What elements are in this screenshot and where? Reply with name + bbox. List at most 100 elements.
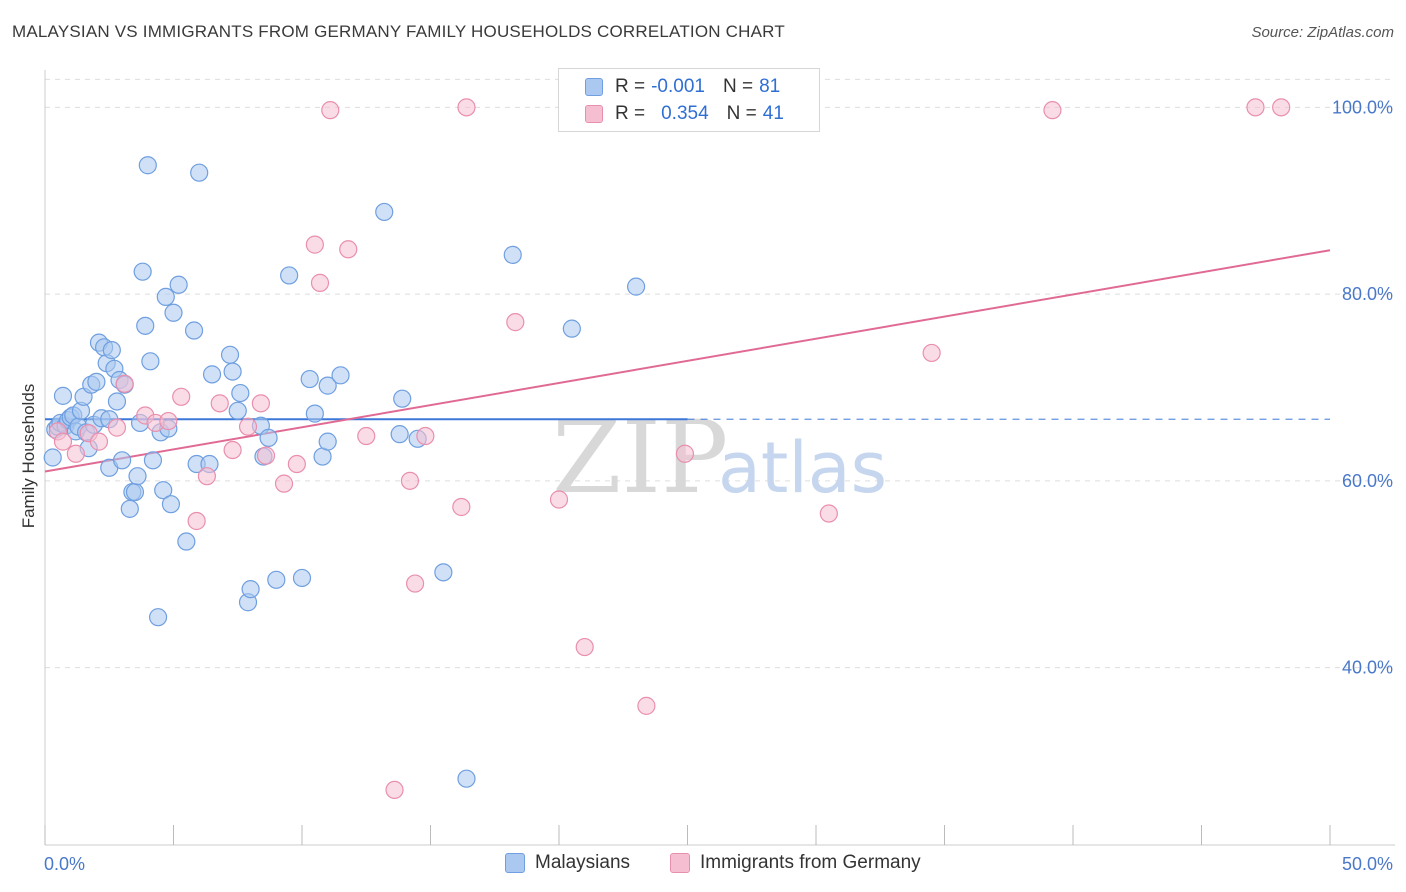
germany-point: [223, 440, 242, 460]
malaysian-point: [161, 495, 181, 514]
legend-r-label: R =: [615, 103, 646, 124]
malaysian-point: [177, 532, 196, 551]
y-axis-label: Family Households: [19, 384, 38, 529]
germany-point: [310, 273, 330, 292]
legend-label-malaysians: Malaysians: [535, 852, 631, 873]
germany-point: [159, 411, 178, 431]
germany-point: [575, 637, 594, 657]
malaysian-point: [143, 451, 163, 470]
malaysian-point: [220, 345, 240, 364]
x-tick-labels: 0.0% 50.0%: [44, 854, 1393, 874]
legend-r-label: R =: [615, 76, 646, 97]
malaysian-point: [53, 386, 73, 405]
germany-point: [339, 240, 358, 259]
malaysian-point: [87, 372, 106, 391]
malaysian-point: [102, 341, 121, 360]
chart-title: MALAYSIAN VS IMMIGRANTS FROM GERMANY FAM…: [12, 22, 785, 41]
germany-point: [287, 454, 306, 474]
malaysian-point: [136, 316, 155, 335]
watermark-zip: ZIP: [552, 399, 728, 516]
malaysian-point: [280, 266, 299, 285]
legend-item-malaysians: Malaysians: [505, 852, 630, 874]
germany-point: [274, 474, 294, 493]
malaysian-point: [300, 369, 319, 389]
y-tick-label: 60.0%: [1342, 471, 1393, 491]
malaysian-point: [231, 383, 250, 403]
malaysian-point: [241, 580, 260, 599]
germany-point: [1246, 98, 1265, 117]
legend-label-germany: Immigrants from Germany: [700, 852, 921, 873]
malaysian-point: [390, 425, 409, 444]
malaysian-point: [148, 608, 168, 627]
germany-point: [115, 374, 134, 393]
malaysian-point: [156, 287, 175, 306]
series-legend: Malaysians Immigrants from Germany: [0, 852, 1406, 878]
stats-legend: R = -0.001 N = 81 R = 0.354 N = 41: [558, 68, 820, 132]
legend-swatch-blue: [585, 78, 603, 96]
malaysian-point: [331, 366, 350, 385]
legend-row-malaysians: R = -0.001 N = 81: [585, 74, 780, 100]
legend-n-label: N =: [726, 103, 757, 124]
legend-r-value: 0.354: [661, 103, 709, 124]
malaysian-point: [120, 499, 139, 518]
germany-point: [53, 432, 73, 451]
malaysian-point: [503, 245, 522, 264]
malaysian-point: [43, 448, 62, 467]
malaysian-point: [141, 352, 160, 371]
malaysian-point: [184, 321, 204, 340]
germany-point: [251, 394, 270, 413]
germany-point: [457, 98, 476, 117]
germany-point: [506, 313, 525, 332]
malaysian-point: [393, 389, 412, 408]
germany-point: [1272, 98, 1291, 117]
grid-lines: [45, 78, 1395, 669]
malaysian-point: [107, 392, 127, 411]
chart-source: Source: ZipAtlas.com: [1251, 24, 1394, 41]
y-tick-label: 40.0%: [1342, 658, 1393, 678]
malaysian-point: [318, 432, 337, 451]
x-tick-label: 50.0%: [1342, 854, 1393, 874]
legend-n-value: 41: [762, 103, 784, 124]
germany-point: [1043, 101, 1062, 120]
malaysian-point: [133, 262, 152, 281]
malaysian-point: [267, 570, 286, 589]
germany-point: [675, 444, 695, 463]
malaysian-point: [190, 163, 209, 182]
legend-item-germany: Immigrants from Germany: [670, 852, 921, 874]
y-tick-labels: 40.0% 60.0% 80.0% 100.0%: [1332, 97, 1393, 677]
malaysian-point: [318, 376, 337, 395]
germany-point: [210, 394, 229, 413]
malaysian-point: [292, 568, 312, 588]
legend-n-value: 81: [759, 76, 781, 97]
malaysian-point: [305, 404, 324, 423]
malaysian-point: [375, 202, 394, 222]
malaysian-point: [626, 277, 646, 296]
germany-point: [238, 417, 258, 436]
data-points: [43, 98, 1291, 800]
germany-point: [385, 780, 404, 800]
malaysian-point: [228, 401, 247, 420]
legend-row-germany: R = 0.354 N = 41: [585, 101, 784, 127]
germany-point: [357, 426, 376, 446]
malaysian-point: [562, 319, 581, 338]
legend-swatch-pink: [585, 105, 603, 123]
germany-point: [187, 511, 206, 531]
malaysian-point: [169, 275, 188, 294]
malaysian-point: [223, 362, 242, 381]
malaysian-point: [138, 156, 157, 175]
germany-point: [66, 444, 85, 463]
germany-point: [305, 235, 324, 254]
germany-point: [256, 446, 276, 465]
germany-point: [107, 418, 127, 437]
germany-point: [89, 432, 109, 451]
germany-point: [197, 467, 217, 486]
x-tick-label: 0.0%: [44, 854, 85, 874]
germany-point: [321, 101, 340, 120]
germany-point: [416, 426, 435, 446]
legend-swatch-blue: [505, 853, 525, 873]
germany-point: [637, 696, 656, 715]
malaysian-point: [128, 467, 147, 486]
legend-r-value: -0.001: [651, 76, 705, 97]
germany-point: [549, 490, 569, 509]
